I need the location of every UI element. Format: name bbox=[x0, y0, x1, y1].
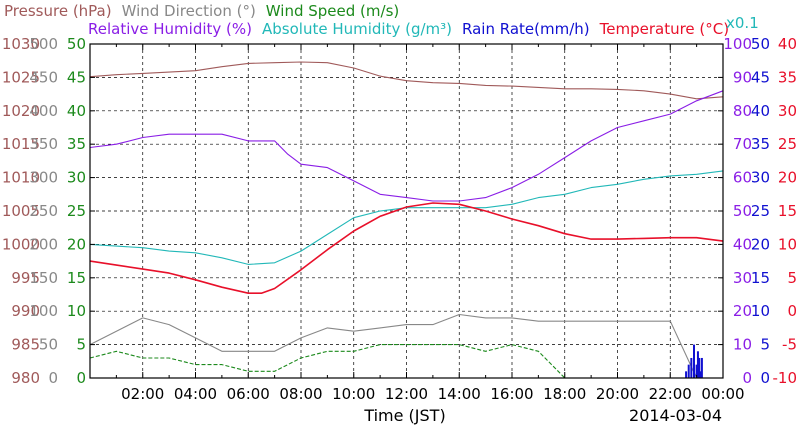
tick-label-pressure: 1015 bbox=[2, 135, 40, 153]
tick-label-wind_speed: 15 bbox=[67, 269, 86, 287]
tick-label-rain_rate: 40 bbox=[751, 102, 770, 120]
tick-label-wind_speed: 50 bbox=[67, 35, 86, 53]
tick-label-wind_speed: 45 bbox=[67, 68, 86, 86]
tick-label-temperature: 20 bbox=[778, 169, 797, 187]
tick-label-wind_speed: 30 bbox=[67, 169, 86, 187]
x-tick-label: 20:00 bbox=[596, 385, 639, 403]
tick-label-temperature: 35 bbox=[778, 68, 797, 86]
tick-label-rain_rate: 15 bbox=[751, 269, 770, 287]
tick-label-temperature: 30 bbox=[778, 102, 797, 120]
tick-label-relative_humidity: 50 bbox=[733, 202, 752, 220]
tick-label-pressure: 995 bbox=[11, 269, 40, 287]
x-axis-title: Time (JST) bbox=[363, 406, 445, 425]
tick-label-wind_direction: 0 bbox=[48, 369, 58, 387]
multiplier-label: x0.1 bbox=[726, 14, 759, 32]
tick-label-pressure: 1025 bbox=[2, 68, 40, 86]
x-tick-label: 06:00 bbox=[227, 385, 270, 403]
tick-label-pressure: 985 bbox=[11, 336, 40, 354]
tick-label-wind_speed: 20 bbox=[67, 235, 86, 253]
series-line-wind_direction bbox=[89, 313, 723, 379]
tick-label-relative_humidity: 60 bbox=[733, 169, 752, 187]
date-label: 2014-03-04 bbox=[629, 406, 722, 425]
tick-label-wind_direction: 100 bbox=[29, 302, 58, 320]
x-tick-label: 22:00 bbox=[649, 385, 692, 403]
x-tick-label: 16:00 bbox=[490, 385, 533, 403]
tick-label-rain_rate: 5 bbox=[760, 336, 770, 354]
tick-label-rain_rate: 25 bbox=[751, 202, 770, 220]
tick-label-temperature: 5 bbox=[787, 269, 797, 287]
tick-label-temperature: -10 bbox=[773, 369, 798, 387]
tick-label-wind_direction: 250 bbox=[29, 202, 58, 220]
tick-label-relative_humidity: 20 bbox=[733, 302, 752, 320]
tick-label-wind_speed: 25 bbox=[67, 202, 86, 220]
tick-label-temperature: 40 bbox=[778, 35, 797, 53]
tick-label-relative_humidity: 40 bbox=[733, 235, 752, 253]
tick-label-wind_speed: 35 bbox=[67, 135, 86, 153]
tick-label-rain_rate: 50 bbox=[751, 35, 770, 53]
legend-wind_direction: Wind Direction (°) bbox=[122, 2, 256, 20]
tick-label-rain_rate: 35 bbox=[751, 135, 770, 153]
series-line-pressure bbox=[89, 61, 724, 100]
legend-relative_humidity: Relative Humidity (%) bbox=[88, 20, 252, 38]
tick-label-wind_direction: 50 bbox=[39, 336, 58, 354]
tick-label-rain_rate: 0 bbox=[760, 369, 770, 387]
series-line-temperature bbox=[89, 202, 724, 295]
tick-label-temperature: 15 bbox=[778, 202, 797, 220]
tick-label-pressure: 1030 bbox=[2, 35, 40, 53]
tick-label-wind_speed: 5 bbox=[76, 336, 86, 354]
tick-label-wind_direction: 300 bbox=[29, 169, 58, 187]
tick-label-relative_humidity: 90 bbox=[733, 68, 752, 86]
tick-label-pressure: 1000 bbox=[2, 235, 40, 253]
tick-label-pressure: 980 bbox=[11, 369, 40, 387]
tick-label-wind_speed: 0 bbox=[76, 369, 86, 387]
tick-label-wind_direction: 350 bbox=[29, 135, 58, 153]
legend-absolute_humidity: Absolute Humidity (g/m³) bbox=[262, 20, 452, 38]
tick-label-pressure: 990 bbox=[11, 302, 40, 320]
legend-rain_rate: Rain Rate(mm/h) bbox=[462, 20, 590, 38]
tick-label-relative_humidity: 70 bbox=[733, 135, 752, 153]
tick-label-temperature: 0 bbox=[787, 302, 797, 320]
tick-label-rain_rate: 10 bbox=[751, 302, 770, 320]
x-tick-label: 00:00 bbox=[701, 385, 744, 403]
tick-label-relative_humidity: 0 bbox=[742, 369, 752, 387]
x-tick-label: 12:00 bbox=[385, 385, 428, 403]
tick-label-wind_direction: 450 bbox=[29, 68, 58, 86]
tick-label-wind_direction: 200 bbox=[29, 235, 58, 253]
tick-label-wind_speed: 10 bbox=[67, 302, 86, 320]
tick-label-wind_speed: 40 bbox=[67, 102, 86, 120]
tick-label-pressure: 1020 bbox=[2, 102, 40, 120]
x-tick-label: 02:00 bbox=[121, 385, 164, 403]
tick-label-temperature: -5 bbox=[782, 336, 797, 354]
tick-label-relative_humidity: 10 bbox=[733, 336, 752, 354]
tick-label-temperature: 10 bbox=[778, 235, 797, 253]
x-tick-label: 04:00 bbox=[174, 385, 217, 403]
tick-label-wind_direction: 400 bbox=[29, 102, 58, 120]
tick-label-relative_humidity: 30 bbox=[733, 269, 752, 287]
tick-label-rain_rate: 45 bbox=[751, 68, 770, 86]
tick-label-relative_humidity: 100 bbox=[723, 35, 752, 53]
x-tick-label: 18:00 bbox=[543, 385, 586, 403]
tick-label-temperature: 25 bbox=[778, 135, 797, 153]
tick-label-rain_rate: 30 bbox=[751, 169, 770, 187]
tick-label-pressure: 1010 bbox=[2, 169, 40, 187]
x-tick-label: 08:00 bbox=[279, 385, 322, 403]
tick-label-rain_rate: 20 bbox=[751, 235, 770, 253]
legend-pressure: Pressure (hPa) bbox=[4, 2, 112, 20]
tick-label-wind_direction: 150 bbox=[29, 269, 58, 287]
tick-label-pressure: 1005 bbox=[2, 202, 40, 220]
tick-label-relative_humidity: 80 bbox=[733, 102, 752, 120]
x-tick-label: 14:00 bbox=[438, 385, 481, 403]
legend-temperature: Temperature (°C) bbox=[599, 20, 729, 38]
legend-wind_speed: Wind Speed (m/s) bbox=[266, 2, 399, 20]
tick-label-wind_direction: 500 bbox=[29, 35, 58, 53]
x-tick-label: 10:00 bbox=[332, 385, 375, 403]
series-line-relative_humidity bbox=[89, 90, 724, 202]
